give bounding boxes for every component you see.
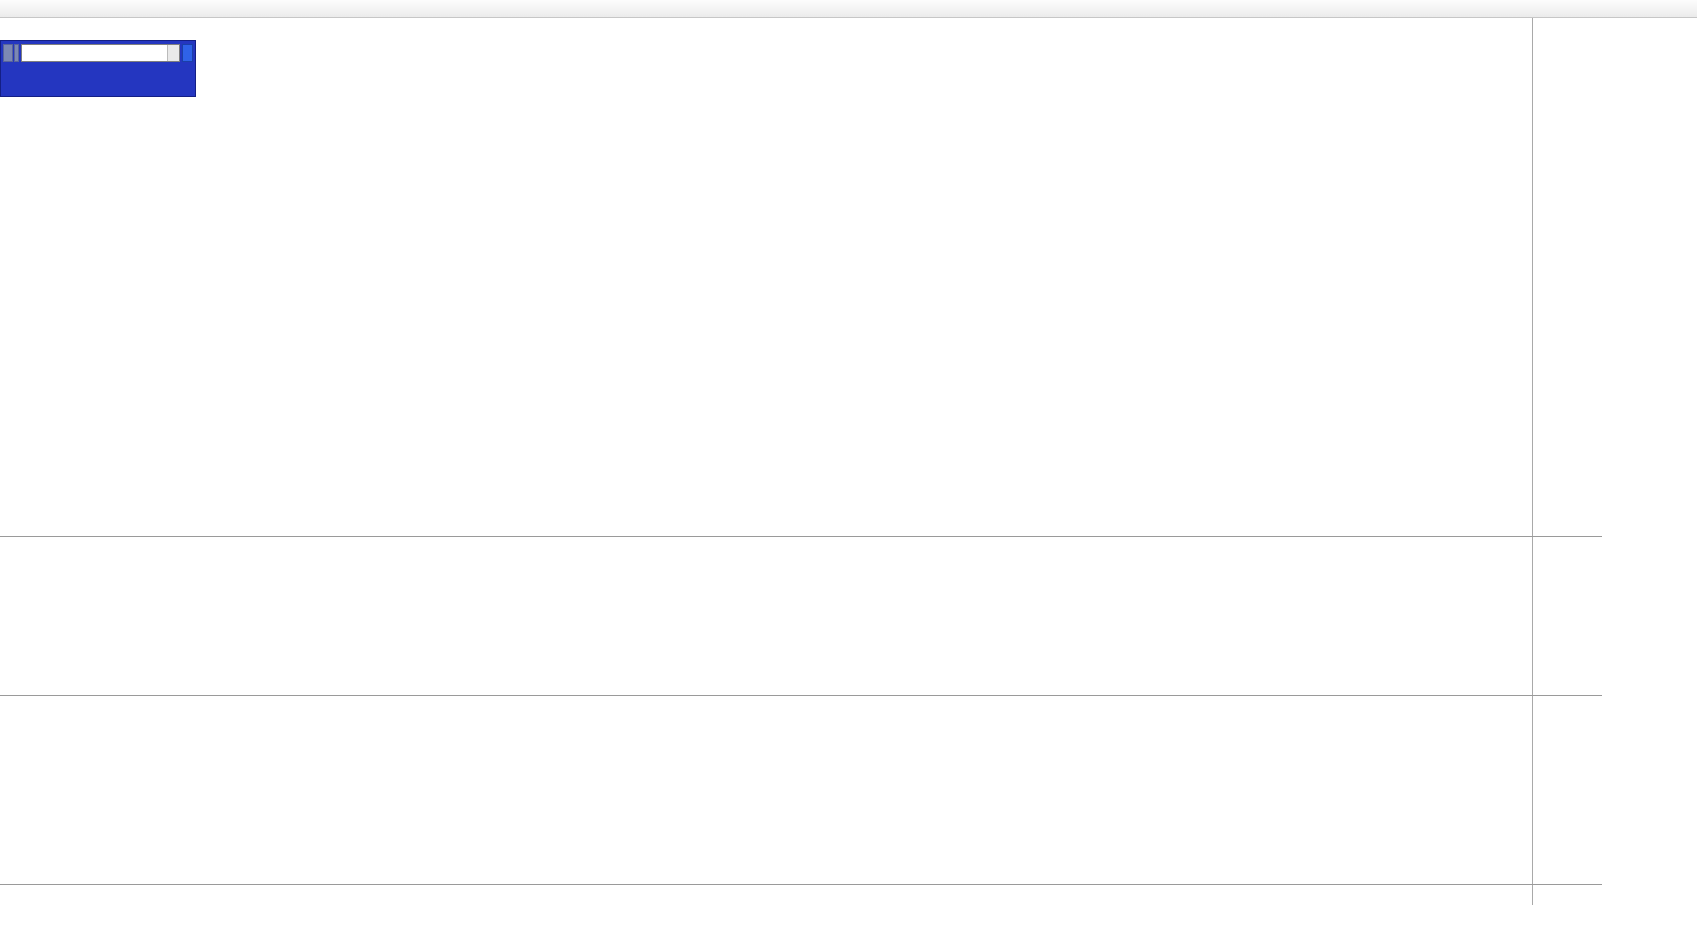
volume-input[interactable] — [22, 45, 168, 61]
price-chart-canvas[interactable] — [0, 18, 1532, 536]
rsi-timeaxis-separator — [0, 884, 1602, 885]
volume-box — [21, 44, 181, 62]
price-axis[interactable] — [1532, 18, 1602, 905]
macd-panel-canvas[interactable] — [0, 537, 1532, 695]
main-macd-separator[interactable] — [0, 536, 1602, 537]
rsi-panel-canvas[interactable] — [0, 696, 1532, 884]
order-options-dropdown[interactable] — [14, 44, 20, 62]
volume-spinner — [167, 45, 180, 61]
volume-up-icon[interactable] — [167, 45, 180, 53]
buy-button[interactable] — [182, 44, 193, 62]
macd-rsi-separator[interactable] — [0, 695, 1602, 696]
toolbar — [0, 0, 1697, 18]
volume-down-icon[interactable] — [167, 53, 180, 61]
sell-button[interactable] — [3, 44, 14, 62]
time-axis[interactable] — [0, 885, 1532, 905]
one-click-trading-panel — [0, 40, 196, 97]
